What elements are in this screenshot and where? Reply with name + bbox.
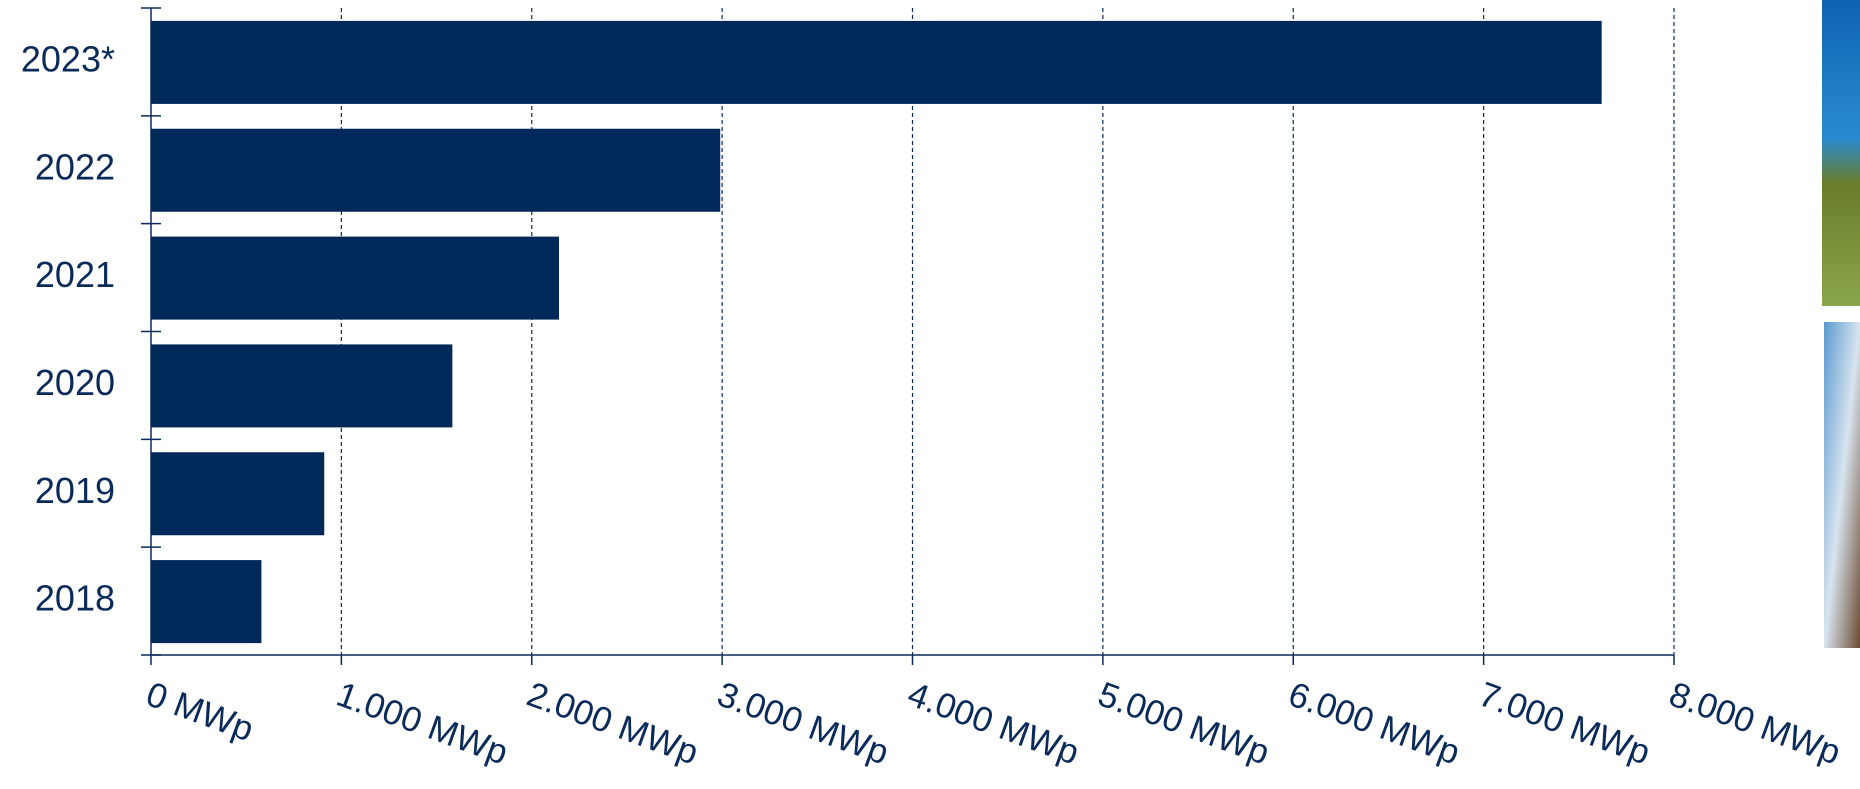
photo (1824, 322, 1860, 648)
x-tick-label: 6.000 MWp (1283, 675, 1465, 773)
x-tick-label: 2.000 MWp (522, 675, 704, 773)
x-tick-label: 0 MWp (141, 675, 259, 750)
y-tick-label: 2022 (35, 146, 115, 187)
bar (151, 560, 262, 644)
x-tick-label: 3.000 MWp (712, 675, 894, 773)
x-tick-label: 1.000 MWp (331, 675, 513, 773)
y-tick-label: 2019 (35, 470, 115, 511)
x-tick-label: 7.000 MWp (1474, 675, 1656, 773)
bar (151, 452, 325, 536)
y-tick-label: 2021 (35, 254, 115, 295)
x-tick-label: 4.000 MWp (903, 675, 1085, 773)
y-tick-label: 2023* (21, 38, 115, 79)
bar (151, 344, 453, 428)
y-tick-label: 2020 (35, 362, 115, 403)
photo (1822, 0, 1860, 306)
y-tick-label: 2018 (35, 578, 115, 619)
x-tick-label: 5.000 MWp (1093, 675, 1275, 773)
x-tick-label: 8.000 MWp (1664, 675, 1846, 773)
bar (151, 20, 1602, 104)
bar (151, 128, 721, 212)
bar (151, 236, 559, 320)
